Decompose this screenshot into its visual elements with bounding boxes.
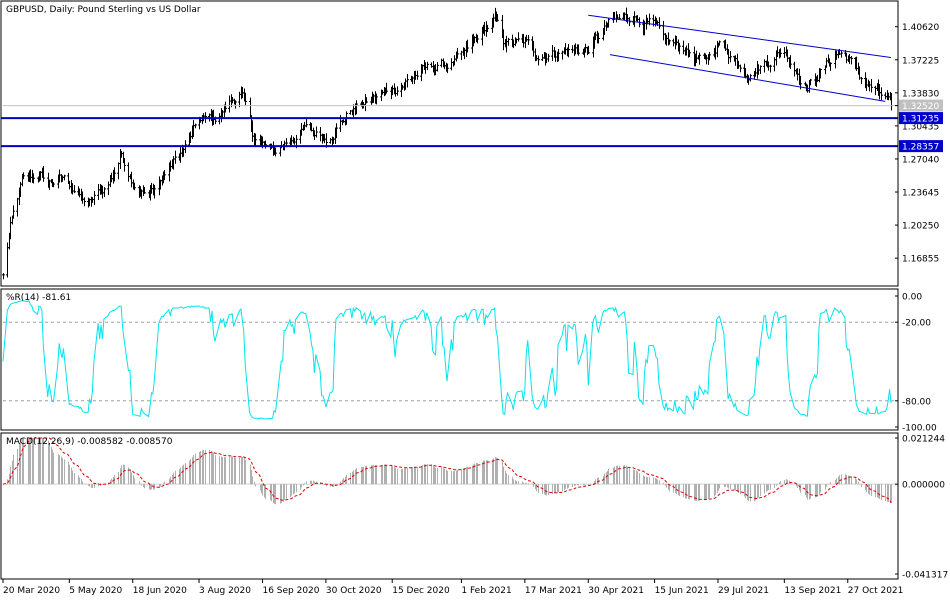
chart-title: GBPUSD, Daily: Pound Sterling vs US Doll…: [6, 5, 201, 15]
williams-r-y-tick-label: -20.00: [902, 319, 931, 329]
downtrend-channel: [588, 14, 892, 102]
price-y-tick-label: 1.16855: [902, 255, 939, 265]
x-axis-label: 30 Apr 2021: [588, 586, 644, 596]
price-series: [2, 7, 893, 280]
williams-r-line: [2, 299, 892, 420]
williams-r-y-tick-label: 0.00: [902, 293, 922, 303]
price-y-tick-label: 1.33830: [902, 89, 939, 99]
x-axis-label: 15 Dec 2020: [392, 586, 450, 596]
support-levels: [1, 105, 898, 148]
channel-line-upper: [588, 14, 892, 59]
x-axis-label: 18 Jun 2020: [133, 586, 187, 596]
x-axis-label: 29 Jul 2021: [718, 586, 769, 596]
x-axis-label: 13 Sep 2021: [784, 586, 841, 596]
x-axis-label: 1 Feb 2021: [461, 586, 511, 596]
williams-r-title: %R(14) -81.61: [6, 293, 71, 303]
x-axis-label: 3 Aug 2020: [199, 586, 251, 596]
level-price-label-box: [899, 140, 943, 153]
price-y-tick-label: 1.23645: [902, 189, 939, 199]
macd-y-tick-label: -0.041317: [902, 571, 948, 581]
current-price-label: 1.32520: [902, 102, 939, 112]
channel-line-lower: [609, 54, 886, 102]
axis-labels: 1.40620 1.37225 1.33830 1.30435 1.27040 1.236…: [2, 23, 948, 596]
x-axis-label: 30 Oct 2020: [326, 586, 382, 596]
x-axis-label: 16 Sep 2020: [262, 586, 319, 596]
price-y-tick-label: 1.40620: [902, 23, 939, 33]
macd-series: [2, 437, 897, 505]
williams-r-y-tick-label: -100.00: [902, 424, 937, 434]
price-y-tick-label: 1.37225: [902, 56, 939, 66]
williams-r-series: [2, 299, 897, 420]
macd-panel-bg: [0, 432, 899, 580]
macd-y-tick-label: 0.000000: [902, 481, 945, 491]
price-y-tick-label: 1.30435: [902, 122, 939, 132]
x-axis-label: 20 Mar 2020: [3, 586, 60, 596]
williams-r-y-tick-label: -80.00: [902, 397, 931, 407]
x-axis-label: 17 Mar 2021: [525, 586, 582, 596]
x-axis-label: 15 Jun 2021: [655, 586, 709, 596]
current-price-label-box: [899, 99, 943, 112]
price-y-tick-label: 1.27040: [902, 155, 939, 165]
price-y-tick-label: 1.20250: [902, 222, 939, 232]
level-price-label: 1.28357: [902, 143, 939, 153]
x-axis-label: 27 Oct 2021: [848, 586, 904, 596]
level-price-label-box: [899, 112, 943, 125]
macd-signal-line: [2, 437, 892, 503]
macd-y-tick-label: 0.021244: [902, 435, 945, 445]
x-axis-label: 5 May 2020: [69, 586, 122, 596]
macd-title: MACD(12,26,9) -0.008582 -0.008570: [6, 437, 173, 447]
price-panel-bg: [0, 0, 899, 287]
level-price-label: 1.31235: [902, 115, 939, 125]
